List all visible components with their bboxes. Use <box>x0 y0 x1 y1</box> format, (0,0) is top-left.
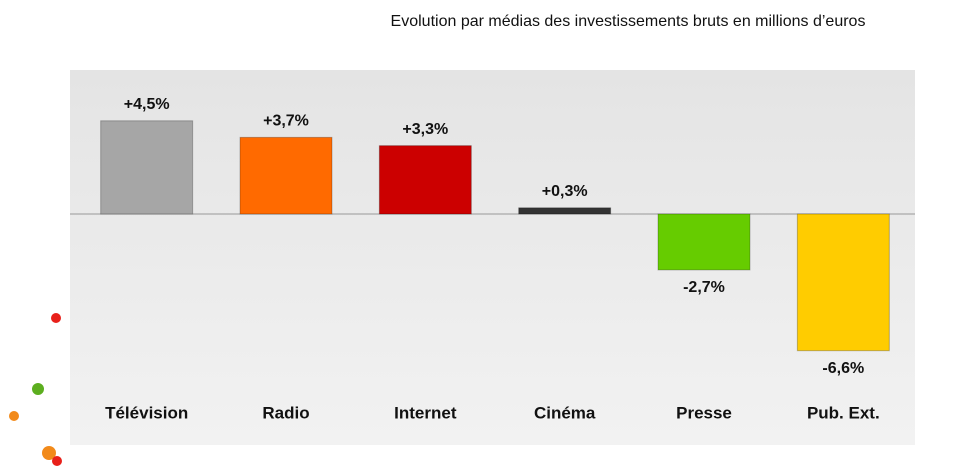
x-tick-label: Radio <box>262 403 309 422</box>
x-tick-label: Télévision <box>105 403 188 422</box>
bar <box>518 207 612 215</box>
value-label: -2,7% <box>683 279 725 296</box>
x-tick-label: Pub. Ext. <box>807 403 880 422</box>
bar <box>796 213 890 352</box>
value-label: +4,5% <box>124 96 170 113</box>
value-label: -6,6% <box>822 360 864 377</box>
decoration-dots <box>9 313 62 466</box>
value-label: +3,7% <box>263 113 309 130</box>
bar <box>100 120 194 215</box>
value-label: +0,3% <box>542 183 588 200</box>
bar <box>378 145 472 215</box>
bar <box>657 213 751 271</box>
chart-title: Evolution par médias des investissements… <box>391 13 866 30</box>
x-tick-label: Internet <box>394 403 457 422</box>
x-tick-label: Cinéma <box>534 403 596 422</box>
value-label: +3,3% <box>402 121 448 138</box>
x-tick-label: Presse <box>676 403 732 422</box>
bar <box>239 136 333 215</box>
plot-background <box>70 70 915 445</box>
